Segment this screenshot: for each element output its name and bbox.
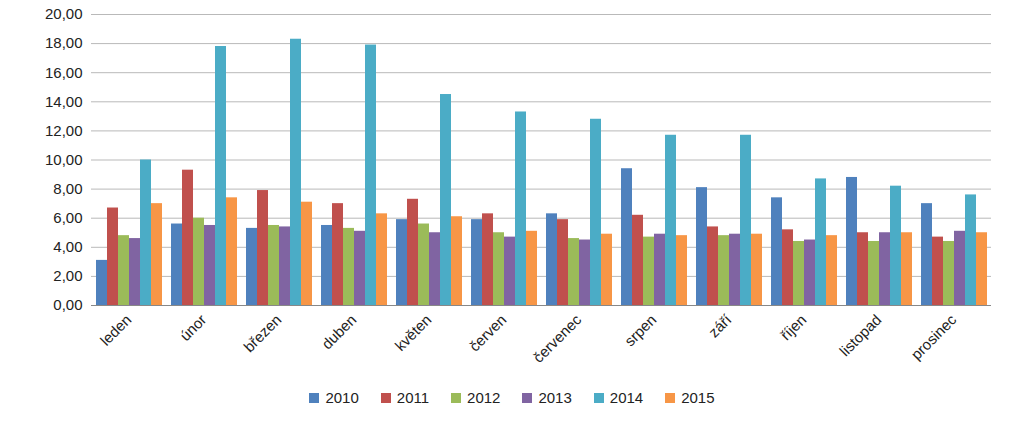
svg-text:duben: duben [318,311,360,353]
svg-text:2,00: 2,00 [53,267,82,284]
html-text:2015: 2015 [681,389,715,406]
svg-text:8,00: 8,00 [53,180,82,197]
svg-text:září: září [705,310,735,340]
svg-text:květen: květen [391,311,434,354]
svg-text:březen: březen [240,311,284,355]
svg-text:únor: únor [176,311,209,344]
svg-text:20,00: 20,00 [45,5,83,22]
svg-text:červen: červen [466,311,510,355]
svg-text:prosinec: prosinec [907,310,959,362]
svg-text:0,00: 0,00 [53,296,82,313]
svg-text:16,00: 16,00 [45,63,83,80]
svg-text:červenec: červenec [529,310,584,365]
svg-text:leden: leden [97,311,135,349]
html-text:2010: 2010 [325,389,359,406]
html-text:2014: 2014 [609,389,644,406]
svg-text:říjen: říjen [777,311,810,344]
svg-text:18,00: 18,00 [45,34,83,51]
svg-text:6,00: 6,00 [53,209,82,226]
svg-text:srpen: srpen [621,311,660,350]
html-text:2013: 2013 [538,389,572,406]
svg-text:14,00: 14,00 [45,93,83,110]
html-text:2012: 2012 [467,389,501,406]
svg-text:4,00: 4,00 [53,238,82,255]
html-text:2011: 2011 [396,389,430,406]
svg-text:10,00: 10,00 [45,151,83,168]
svg-text:12,00: 12,00 [45,122,83,139]
svg-text:listopad: listopad [836,311,885,360]
